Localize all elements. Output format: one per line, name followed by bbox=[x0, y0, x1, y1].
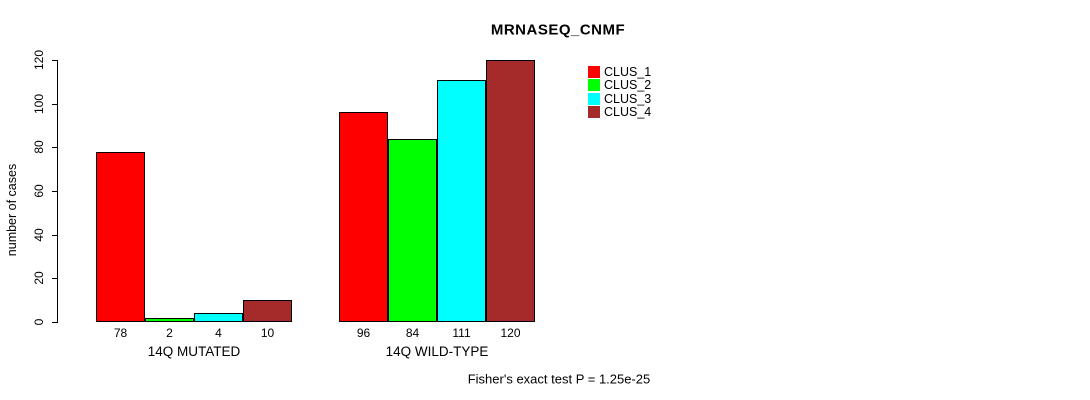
legend-swatch-clus_2 bbox=[588, 79, 600, 92]
y-tick-mark bbox=[52, 235, 57, 236]
bar-value-label: 120 bbox=[500, 326, 521, 340]
legend-label: CLUS_2 bbox=[604, 78, 652, 93]
y-tick-label: 80 bbox=[32, 140, 46, 154]
y-axis-label: number of cases bbox=[5, 163, 19, 257]
y-tick-label: 120 bbox=[32, 49, 46, 71]
bar-value-label: 10 bbox=[260, 326, 275, 340]
y-tick-label: 20 bbox=[32, 271, 46, 285]
y-tick-label: 100 bbox=[32, 93, 46, 115]
x-category-label: 14Q WILD-TYPE bbox=[385, 344, 489, 359]
y-tick-mark bbox=[52, 60, 57, 61]
y-tick-mark bbox=[52, 322, 57, 323]
bar-value-label: 78 bbox=[113, 326, 128, 340]
legend-label: CLUS_3 bbox=[604, 91, 652, 106]
bar-value-label: 2 bbox=[166, 326, 173, 340]
legend-label: CLUS_1 bbox=[604, 65, 652, 79]
bar-clus_3 bbox=[194, 313, 243, 322]
bar-value-label: 111 bbox=[452, 326, 471, 340]
bar-clus_3 bbox=[437, 80, 486, 322]
y-tick-label: 40 bbox=[32, 228, 46, 242]
y-tick-mark bbox=[52, 147, 57, 148]
y-tick-mark bbox=[52, 104, 57, 105]
bar-clus_4 bbox=[486, 60, 535, 322]
legend-swatch-clus_1 bbox=[588, 66, 600, 78]
bar-clus_4 bbox=[243, 300, 292, 322]
y-axis-line bbox=[57, 60, 58, 323]
legend-swatch-clus_3 bbox=[588, 92, 600, 105]
legend-swatch-clus_4 bbox=[588, 106, 600, 119]
x-category-label: 14Q MUTATED bbox=[147, 344, 241, 359]
bar-clus_2 bbox=[388, 139, 437, 322]
y-tick-mark bbox=[52, 191, 57, 192]
bar-value-label: 96 bbox=[356, 326, 371, 340]
y-tick-label: 0 bbox=[32, 318, 46, 326]
bar-clus_1 bbox=[96, 152, 145, 322]
y-tick-label: 60 bbox=[32, 184, 46, 198]
bar-clus_2 bbox=[145, 318, 194, 322]
bar-value-label: 4 bbox=[215, 326, 222, 340]
chart-title: MRNASEQ_CNMF bbox=[490, 21, 626, 39]
bar-value-label: 84 bbox=[405, 326, 420, 340]
fisher-test-annotation: Fisher's exact test P = 1.25e-25 bbox=[467, 371, 651, 387]
bar-clus_1 bbox=[339, 112, 388, 322]
legend-label: CLUS_4 bbox=[604, 105, 652, 120]
y-tick-mark bbox=[52, 278, 57, 279]
